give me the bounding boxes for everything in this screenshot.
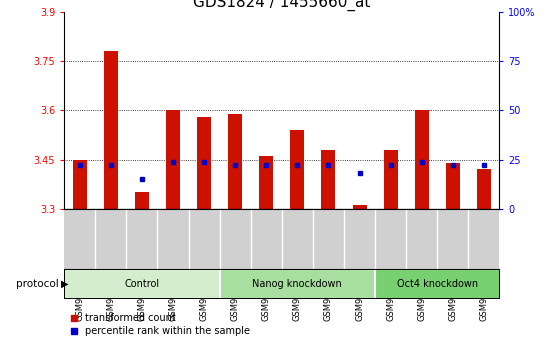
Bar [375,269,499,298]
Text: Control: Control [124,279,160,289]
Bar [259,156,273,209]
Bar [135,192,149,209]
Title: GDS1824 / 1455660_at: GDS1824 / 1455660_at [193,0,371,11]
Bar [228,114,242,209]
Bar [73,159,86,209]
Text: protocol: protocol [16,279,59,289]
Bar [220,269,375,298]
Bar [104,51,118,209]
Bar [321,150,335,209]
Bar [353,205,367,209]
Bar [166,110,180,209]
Text: Oct4 knockdown: Oct4 knockdown [397,279,478,289]
Bar [477,169,491,209]
Text: Nanog knockdown: Nanog knockdown [252,279,342,289]
Bar [197,117,211,209]
Bar [383,150,398,209]
Legend: transformed count, percentile rank within the sample: transformed count, percentile rank withi… [66,309,253,340]
Bar [446,163,460,209]
Bar [64,269,220,298]
Text: ▶: ▶ [61,279,69,289]
Bar [415,110,429,209]
Bar [290,130,304,209]
